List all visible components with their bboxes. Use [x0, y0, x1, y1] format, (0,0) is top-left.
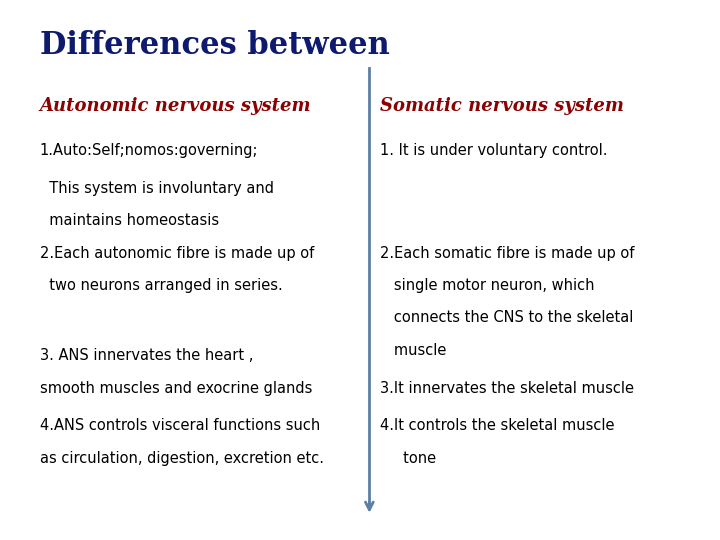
Text: single motor neuron, which: single motor neuron, which — [380, 278, 595, 293]
Text: maintains homeostasis: maintains homeostasis — [40, 213, 219, 228]
Text: connects the CNS to the skeletal: connects the CNS to the skeletal — [380, 310, 634, 326]
Text: This system is involuntary and: This system is involuntary and — [40, 181, 274, 196]
Text: two neurons arranged in series.: two neurons arranged in series. — [40, 278, 282, 293]
Text: 2.Each autonomic fibre is made up of: 2.Each autonomic fibre is made up of — [40, 246, 314, 261]
Text: 1.Auto:Self;nomos:governing;: 1.Auto:Self;nomos:governing; — [40, 143, 258, 158]
Text: 3. ANS innervates the heart ,: 3. ANS innervates the heart , — [40, 348, 253, 363]
Text: 1. It is under voluntary control.: 1. It is under voluntary control. — [380, 143, 608, 158]
Text: as circulation, digestion, excretion etc.: as circulation, digestion, excretion etc… — [40, 451, 323, 466]
Text: 2.Each somatic fibre is made up of: 2.Each somatic fibre is made up of — [380, 246, 634, 261]
Text: tone: tone — [380, 451, 436, 466]
Text: Somatic nervous system: Somatic nervous system — [380, 97, 624, 115]
Text: Autonomic nervous system: Autonomic nervous system — [40, 97, 311, 115]
Text: smooth muscles and exocrine glands: smooth muscles and exocrine glands — [40, 381, 312, 396]
Text: 3.It innervates the skeletal muscle: 3.It innervates the skeletal muscle — [380, 381, 634, 396]
Text: muscle: muscle — [380, 343, 446, 358]
Text: Differences between: Differences between — [40, 30, 390, 60]
Text: 4.ANS controls visceral functions such: 4.ANS controls visceral functions such — [40, 418, 320, 434]
Text: 4.It controls the skeletal muscle: 4.It controls the skeletal muscle — [380, 418, 615, 434]
